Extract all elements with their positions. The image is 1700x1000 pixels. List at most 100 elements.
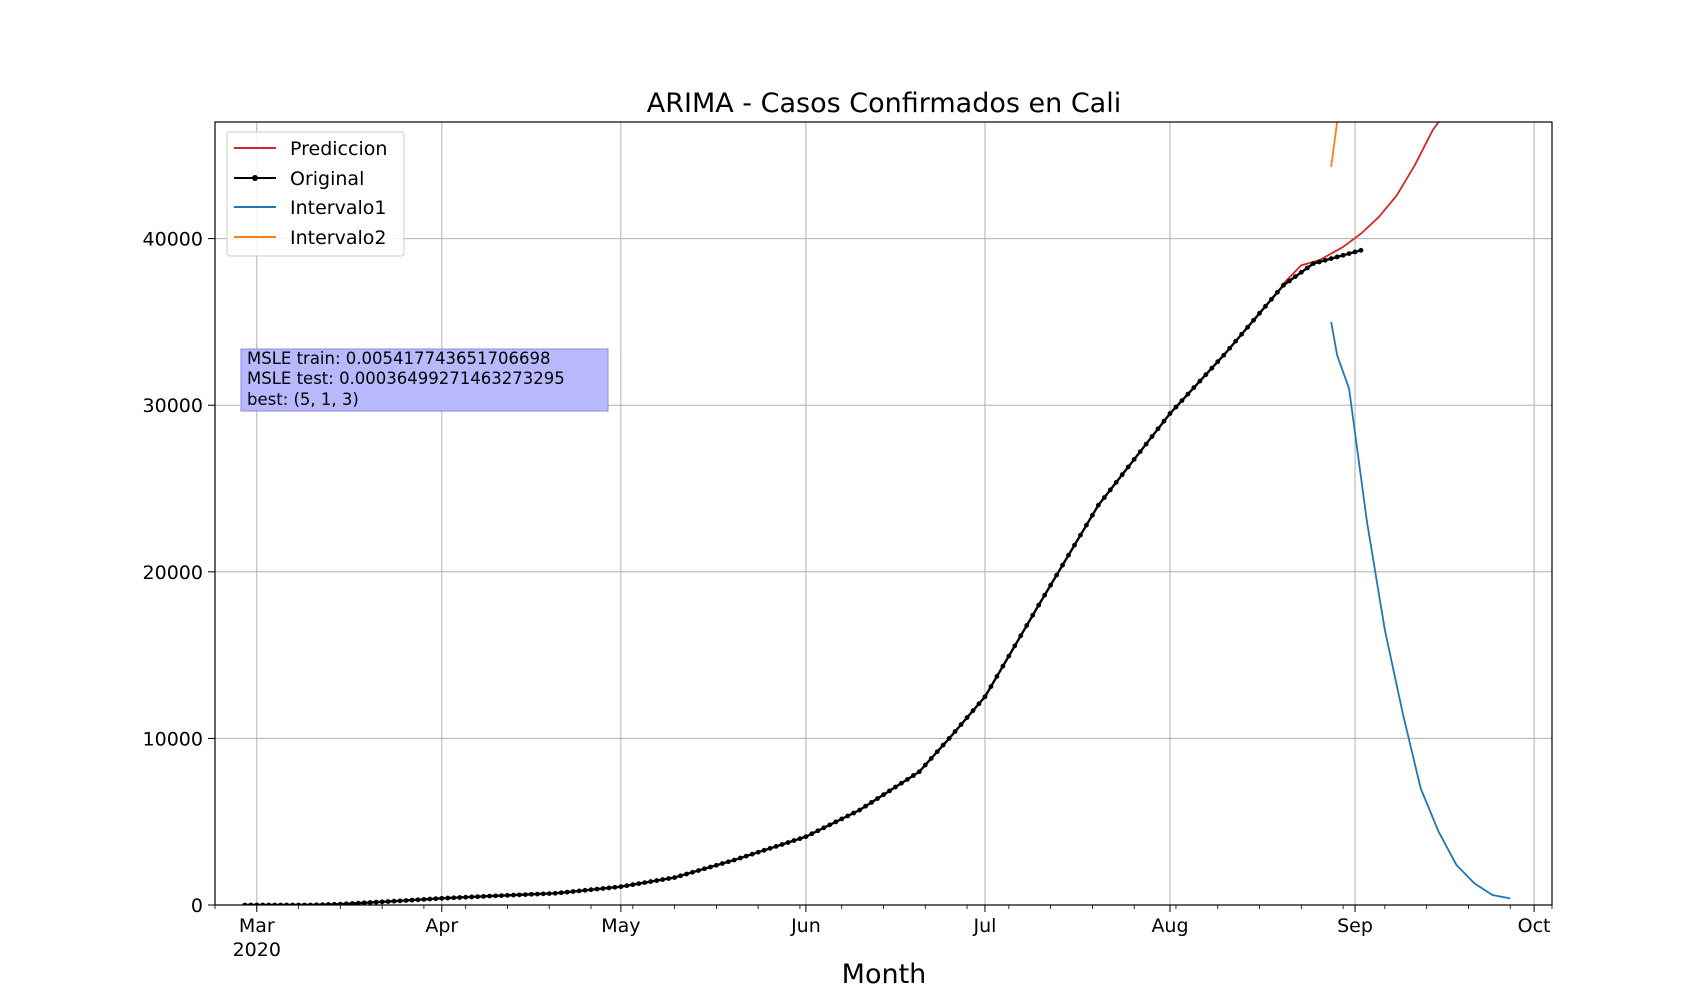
series-point-original [725, 859, 731, 865]
series-point-original [1292, 274, 1298, 279]
series-point-original [958, 722, 964, 727]
series-point-original [1060, 562, 1065, 568]
annotation-line-test: MSLE test: 0.00036499271463273295 [247, 369, 565, 388]
series-point-original [1245, 324, 1250, 330]
series-point-original [1030, 612, 1036, 618]
series-point-original [1161, 418, 1167, 424]
series-point-original [1310, 261, 1316, 267]
series-point-original [737, 855, 743, 861]
series-point-original [690, 869, 695, 875]
series-point-original [809, 831, 815, 837]
series-point-original [1042, 592, 1048, 598]
series-point-original [1304, 265, 1310, 271]
series-point-original [1024, 623, 1030, 628]
annotation-box [240, 348, 609, 412]
series-point-original [719, 861, 725, 866]
series-point-original [451, 895, 457, 901]
series-point-original [415, 897, 421, 903]
series-point-original [1352, 249, 1358, 255]
series-point-original [684, 871, 689, 877]
series-point-original [1281, 282, 1286, 288]
series-point-original [869, 799, 874, 805]
series-point-original [1137, 449, 1143, 455]
y-tick-label: 30000 [143, 395, 203, 417]
series-point-original [863, 803, 868, 809]
series-point-original [1203, 372, 1209, 378]
series-point-original [1334, 254, 1340, 260]
series-point-original [749, 851, 755, 857]
series-point-original [1090, 512, 1095, 518]
x-tick-label: Jul [973, 915, 997, 937]
series-point-original [791, 838, 797, 843]
x-tick-label: Aug [1151, 915, 1188, 937]
series-point-original [606, 885, 612, 891]
series-point-original [600, 886, 606, 891]
series-point-original [1298, 269, 1304, 275]
series-point-original [1316, 259, 1322, 265]
series-point-original [1000, 663, 1006, 669]
series-point-original [1257, 310, 1262, 316]
series-point-original [487, 893, 492, 899]
series-point-original [666, 876, 672, 881]
series-point-original [1251, 317, 1256, 323]
series-point-original [1072, 542, 1077, 548]
series-point-original [367, 900, 373, 905]
series-point-original [534, 891, 540, 897]
series-point-original [1143, 441, 1149, 447]
series-point-original [439, 895, 445, 901]
series-point-original [893, 784, 898, 790]
series-point-original [361, 900, 367, 905]
series-point-original [499, 893, 504, 898]
series-point-original [678, 873, 683, 879]
series-point-original [326, 902, 331, 905]
series-point-original [1233, 338, 1239, 344]
series-line-prediccion [1282, 122, 1440, 285]
legend-marker-original [252, 175, 258, 181]
series-point-original [624, 883, 630, 889]
annotation-line-best: best: (5, 1, 3) [247, 390, 359, 409]
series-point-original [1215, 359, 1221, 365]
series-point-original [1167, 411, 1173, 416]
series-point-original [899, 780, 904, 786]
series-point-original [409, 897, 415, 903]
series-point-original [493, 893, 498, 899]
series-point-original [540, 891, 546, 897]
series-point-original [875, 796, 880, 801]
series-point-original [594, 886, 600, 892]
series-point-original [505, 892, 510, 898]
series-point-original [1036, 602, 1042, 608]
series-point-original [1328, 256, 1334, 262]
chart-title: ARIMA - Casos Confirmados en Cali [647, 88, 1121, 119]
series-point-original [946, 736, 952, 741]
series-point-original [1221, 352, 1227, 358]
legend: Prediccion Original Intervalo1 Intervalo… [226, 131, 405, 257]
series-point-original [445, 895, 451, 901]
series-point-original [815, 828, 821, 834]
series-point-original [552, 890, 558, 896]
series-point-original [1084, 522, 1089, 528]
series-point-original [1048, 582, 1054, 588]
series-point-original [696, 868, 701, 873]
series-point-original [916, 769, 922, 775]
x-tick-label: Jun [790, 915, 821, 937]
series-point-original [964, 715, 970, 720]
series-point-original [528, 891, 534, 897]
series-point-original [588, 887, 594, 893]
series-point-original [755, 849, 761, 855]
series-point-original [349, 901, 355, 905]
series-point-original [1227, 345, 1233, 351]
series-point-original [343, 901, 349, 905]
series-point-original [1263, 303, 1268, 309]
legend-box [226, 131, 405, 257]
series-point-original [457, 895, 463, 900]
annotation-line-train: MSLE train: 0.005417743651706698 [247, 349, 551, 368]
series-point-original [1340, 252, 1346, 258]
series-point-original [976, 701, 982, 707]
series-point-original [1095, 502, 1101, 508]
series-point-original [427, 896, 433, 902]
series-point-original [331, 901, 337, 905]
series-point-original [469, 894, 475, 900]
x-tick-label: Oct [1518, 915, 1551, 937]
